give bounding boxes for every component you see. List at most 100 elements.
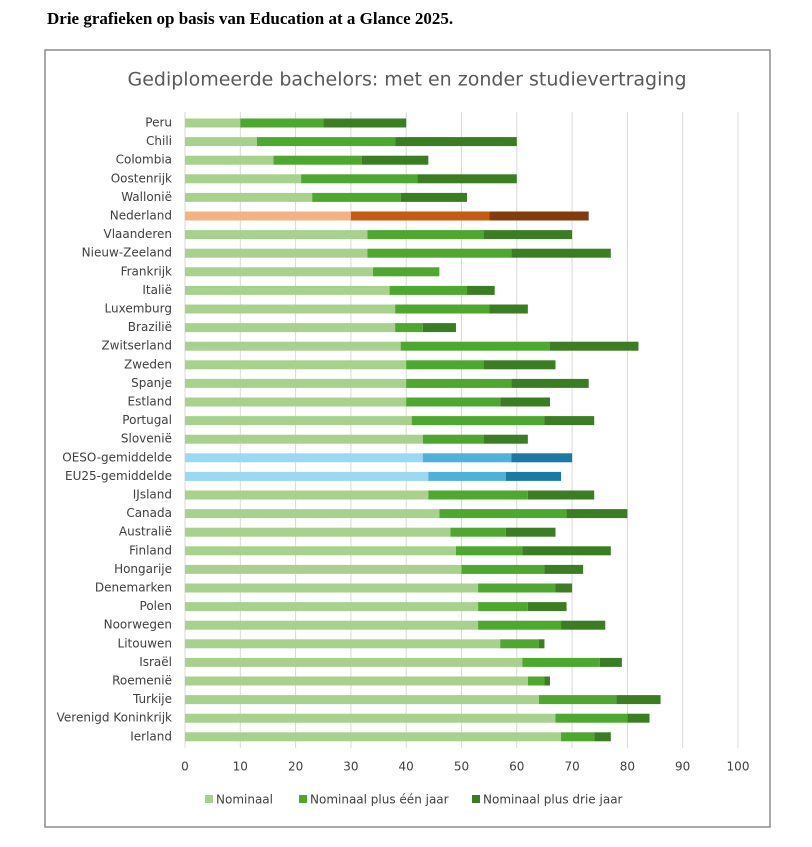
y-tick-label: Wallonië xyxy=(121,190,172,204)
bar-segment xyxy=(594,732,611,742)
y-tick-label: Vlaanderen xyxy=(103,227,172,241)
bar-segment xyxy=(185,341,401,351)
bar-segment xyxy=(489,304,528,314)
bar-segment xyxy=(395,137,517,147)
bar-segment xyxy=(185,360,407,370)
y-tick-label: Luxemburg xyxy=(105,302,172,316)
bar-segment xyxy=(389,285,468,295)
bar-segment xyxy=(185,248,368,258)
y-tick-label: Oostenrijk xyxy=(111,171,172,185)
bar-segment xyxy=(406,360,484,370)
y-tick-label: Spanje xyxy=(131,376,172,390)
bar-segment xyxy=(323,118,407,128)
bar-segment xyxy=(273,155,362,165)
bar-segment xyxy=(185,192,313,202)
bar-segment xyxy=(489,211,589,221)
bar-segment xyxy=(527,602,567,612)
y-tick-label: Estland xyxy=(128,395,172,409)
bar-segment xyxy=(467,285,495,295)
y-tick-label: Zwitserland xyxy=(101,339,172,353)
bar-segment xyxy=(522,657,600,667)
bar-segment xyxy=(505,527,556,537)
bar-segment xyxy=(511,453,573,463)
bar-segment xyxy=(185,434,423,444)
bar-segment xyxy=(185,546,456,556)
bar-segment xyxy=(185,174,302,184)
x-tick-label: 80 xyxy=(620,760,635,774)
bar-segment xyxy=(511,248,611,258)
bar-segment xyxy=(301,174,418,184)
bar-segment xyxy=(185,211,351,221)
bar-segment xyxy=(406,378,512,388)
bar-segment xyxy=(483,360,556,370)
bar-segment xyxy=(616,695,661,705)
bar-segment xyxy=(185,713,556,723)
legend-swatch xyxy=(472,795,480,803)
bar-segment xyxy=(185,397,407,407)
x-tick-label: 40 xyxy=(399,760,414,774)
x-tick-label: 0 xyxy=(181,760,189,774)
y-tick-label: Slovenië xyxy=(121,432,172,446)
bar-segment xyxy=(555,713,628,723)
bar-segment xyxy=(350,211,490,221)
y-tick-label: Australië xyxy=(119,525,172,539)
page-title: Drie grafieken op basis van Education at… xyxy=(47,9,454,28)
bar-segment xyxy=(185,471,429,481)
y-tick-label: Hongarije xyxy=(114,562,172,576)
y-tick-label: Italië xyxy=(142,283,172,297)
bar-segment xyxy=(185,285,390,295)
bar-segment xyxy=(544,564,584,574)
y-tick-label: Colombia xyxy=(116,153,172,167)
legend-swatch xyxy=(299,795,307,803)
x-tick-label: 70 xyxy=(564,760,579,774)
y-tick-label: Ierland xyxy=(130,729,172,743)
x-tick-label: 30 xyxy=(343,760,358,774)
legend-swatch xyxy=(205,795,213,803)
y-tick-label: IJsland xyxy=(133,488,172,502)
legend-label: Nominaal plus drie jaar xyxy=(483,793,623,807)
bar-segment xyxy=(185,378,407,388)
bar-segment xyxy=(185,304,396,314)
legend-label: Nominaal xyxy=(216,793,273,807)
bar-segment xyxy=(522,546,611,556)
bar-segment xyxy=(422,323,456,333)
bar-segment xyxy=(185,230,368,240)
bar-segment xyxy=(185,602,479,612)
bar-segment xyxy=(185,676,528,686)
bar-segment xyxy=(185,323,396,333)
y-tick-label: Noorwegen xyxy=(104,618,172,632)
bar-segment xyxy=(544,416,595,426)
bar-segment xyxy=(240,118,324,128)
bar-segment xyxy=(411,416,545,426)
bar-segment xyxy=(478,620,562,630)
bar-segment xyxy=(478,583,556,593)
bar-segment xyxy=(406,397,501,407)
bar-segment xyxy=(185,509,440,519)
bar-segment xyxy=(400,192,468,202)
x-tick-label: 10 xyxy=(233,760,248,774)
bar-segment xyxy=(422,453,512,463)
bar-segment xyxy=(361,155,429,165)
y-tick-label: Israël xyxy=(139,655,172,669)
bar-segment xyxy=(538,639,545,649)
legend-label: Nominaal plus één jaar xyxy=(310,793,449,807)
y-tick-label: Finland xyxy=(129,543,172,557)
bar-segment xyxy=(373,267,440,277)
x-tick-label: 20 xyxy=(288,760,303,774)
bar-segment xyxy=(185,732,562,742)
bar-segment xyxy=(400,341,550,351)
y-tick-label: Portugal xyxy=(122,413,172,427)
bar-segment xyxy=(511,378,589,388)
bar-segment xyxy=(417,174,517,184)
bar-segment xyxy=(367,248,512,258)
bar-segment xyxy=(500,397,550,407)
y-tick-label: Litouwen xyxy=(118,636,172,650)
y-tick-label: Nederland xyxy=(110,209,172,223)
y-tick-label: Polen xyxy=(140,599,172,613)
bar-segment xyxy=(549,341,639,351)
bar-segment xyxy=(428,471,506,481)
bar-segment xyxy=(566,509,628,519)
bar-segment xyxy=(500,639,539,649)
x-tick-label: 60 xyxy=(509,760,524,774)
